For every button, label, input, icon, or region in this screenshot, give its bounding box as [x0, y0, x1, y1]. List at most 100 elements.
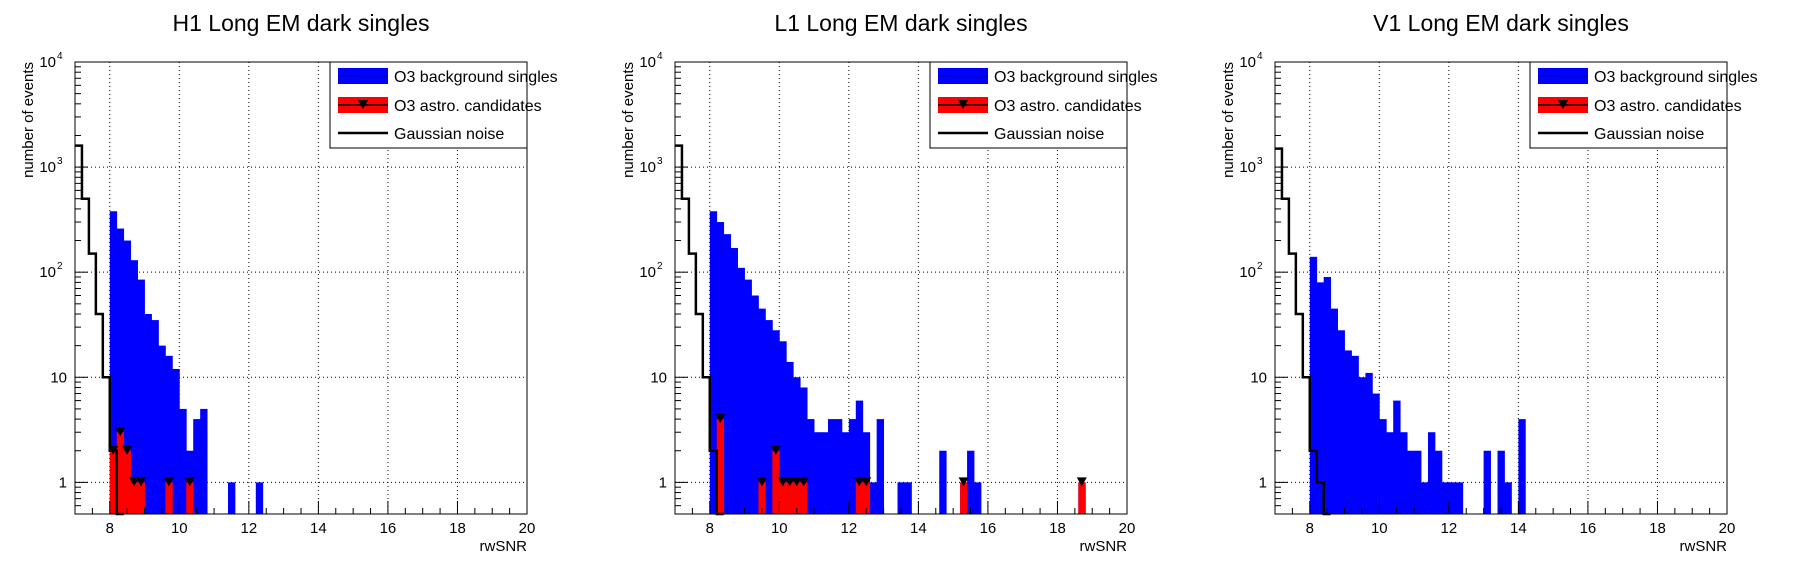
bar-o3-background-singles — [869, 482, 878, 514]
bar-o3-background-singles — [1441, 482, 1450, 514]
x-tick-label: 18 — [1649, 520, 1666, 537]
bar-o3-background-singles — [172, 368, 180, 514]
x-tick-label: 10 — [1371, 520, 1388, 537]
legend-entry: O3 astro. candidates — [1594, 98, 1742, 115]
y-tick-label: 10 — [639, 264, 656, 281]
legend-entry: Gaussian noise — [994, 126, 1104, 143]
y-tick-label: 10 — [1239, 54, 1256, 71]
bar-o3-background-singles — [939, 450, 947, 514]
bar-o3-astro-candidates — [855, 482, 864, 514]
x-tick-label: 18 — [449, 520, 466, 537]
bar-o3-background-singles — [144, 314, 152, 514]
bar-o3-background-singles — [855, 400, 864, 514]
legend-entry: O3 background singles — [994, 69, 1158, 86]
x-tick-label: 18 — [1049, 520, 1066, 537]
marker-o3-astro-candidates — [770, 445, 781, 455]
bar-o3-background-singles — [744, 279, 752, 514]
panel-1: L1 Long EM dark singles 8 10 12 14 16 18 20 1 10 1… — [620, 10, 1158, 555]
y-tick-label-exponent: 3 — [1257, 156, 1263, 167]
marker-o3-astro-candidates — [136, 477, 147, 487]
bar-o3-background-singles — [841, 432, 850, 514]
line-gaussian-noise — [75, 144, 124, 516]
bar-o3-astro-candidates — [130, 482, 138, 514]
x-tick-label: 20 — [1119, 520, 1136, 537]
bar-o3-astro-candidates — [793, 482, 801, 514]
bar-o3-background-singles — [834, 419, 843, 514]
x-tick-label: 20 — [1719, 520, 1736, 537]
panel-0: H1 Long EM dark singles 8 10 12 14 16 18 20 1 10 1… — [20, 10, 558, 555]
bar-o3-astro-candidates — [800, 482, 808, 514]
marker-o3-astro-candidates — [163, 477, 174, 487]
bar-o3-background-singles — [1414, 450, 1422, 514]
bar-o3-background-singles — [1386, 432, 1394, 514]
marker-o3-astro-candidates — [715, 414, 726, 424]
bar-o3-background-singles — [848, 419, 857, 514]
bar-o3-astro-candidates — [1078, 482, 1086, 514]
bar-o3-background-singles — [1434, 450, 1443, 514]
y-tick-label: 10 — [639, 54, 656, 71]
marker-o3-astro-candidates — [777, 477, 788, 487]
line-gaussian-noise — [1275, 147, 1331, 516]
marker-o3-astro-candidates — [184, 477, 195, 487]
marker-o3-astro-candidates — [115, 427, 126, 437]
x-axis-label: rwSNR — [480, 538, 528, 555]
y-tick-label-exponent: 2 — [657, 261, 663, 272]
panel-2: V1 Long EM dark singles 8 10 12 14 16 18 20 1 10 1… — [1220, 10, 1758, 555]
bar-o3-background-singles — [1365, 372, 1373, 514]
y-tick-label: 10 — [650, 369, 667, 386]
bar-o3-background-singles — [779, 341, 787, 514]
x-tick-label: 10 — [771, 520, 788, 537]
bar-o3-background-singles — [1323, 276, 1332, 514]
marker-o3-astro-candidates — [784, 477, 795, 487]
y-tick-label: 10 — [1250, 369, 1267, 386]
x-tick-label: 8 — [106, 520, 114, 537]
bar-o3-background-singles — [862, 432, 871, 514]
x-tick-label: 16 — [380, 520, 397, 537]
line-gaussian-noise — [675, 144, 724, 516]
marker-o3-astro-candidates — [756, 477, 767, 487]
marker-o3-astro-candidates — [854, 477, 865, 487]
y-tick-label: 10 — [39, 54, 56, 71]
legend-entry: O3 astro. candidates — [994, 98, 1142, 115]
x-tick-label: 16 — [980, 520, 997, 537]
bar-o3-background-singles — [1448, 482, 1457, 514]
bar-o3-background-singles — [814, 432, 822, 514]
marker-o3-astro-candidates — [129, 477, 140, 487]
bar-o3-astro-candidates — [758, 482, 766, 514]
bar-o3-background-singles — [716, 222, 725, 514]
bar-o3-background-singles — [179, 408, 187, 514]
bar-o3-background-singles — [897, 482, 905, 514]
x-tick-label: 10 — [171, 520, 188, 537]
legend-marker — [358, 100, 368, 109]
bar-o3-background-singles — [200, 408, 208, 514]
bar-o3-background-singles — [821, 432, 829, 514]
y-tick-label: 10 — [39, 264, 56, 281]
legend-entry: O3 background singles — [1594, 69, 1758, 86]
bar-o3-background-singles — [737, 267, 745, 514]
bar-o3-background-singles — [193, 419, 201, 514]
y-tick-label: 10 — [639, 159, 656, 176]
y-axis-label: number of events — [1220, 62, 1237, 178]
bar-o3-background-singles — [1518, 419, 1526, 514]
chart-title: V1 Long EM dark singles — [1373, 10, 1629, 36]
bar-o3-background-singles — [974, 482, 982, 514]
bar-o3-background-singles — [793, 377, 801, 514]
bar-o3-background-singles — [967, 450, 975, 514]
chart-title: L1 Long EM dark singles — [774, 10, 1027, 36]
bar-o3-background-singles — [730, 247, 738, 514]
x-tick-label: 20 — [519, 520, 536, 537]
marker-o3-astro-candidates — [861, 477, 872, 487]
bar-o3-background-singles — [109, 211, 118, 514]
x-tick-label: 14 — [310, 520, 327, 537]
legend-entry: O3 background singles — [394, 69, 558, 86]
y-tick-label-exponent: 4 — [657, 51, 663, 62]
bar-o3-astro-candidates — [960, 482, 968, 514]
bar-o3-background-singles — [165, 355, 173, 514]
bar-o3-background-singles — [123, 240, 132, 514]
marker-o3-astro-candidates — [122, 445, 133, 455]
bar-o3-background-singles — [1330, 308, 1338, 514]
bar-o3-astro-candidates — [137, 482, 145, 514]
bar-o3-astro-candidates — [109, 450, 118, 514]
bar-o3-background-singles — [827, 419, 836, 514]
